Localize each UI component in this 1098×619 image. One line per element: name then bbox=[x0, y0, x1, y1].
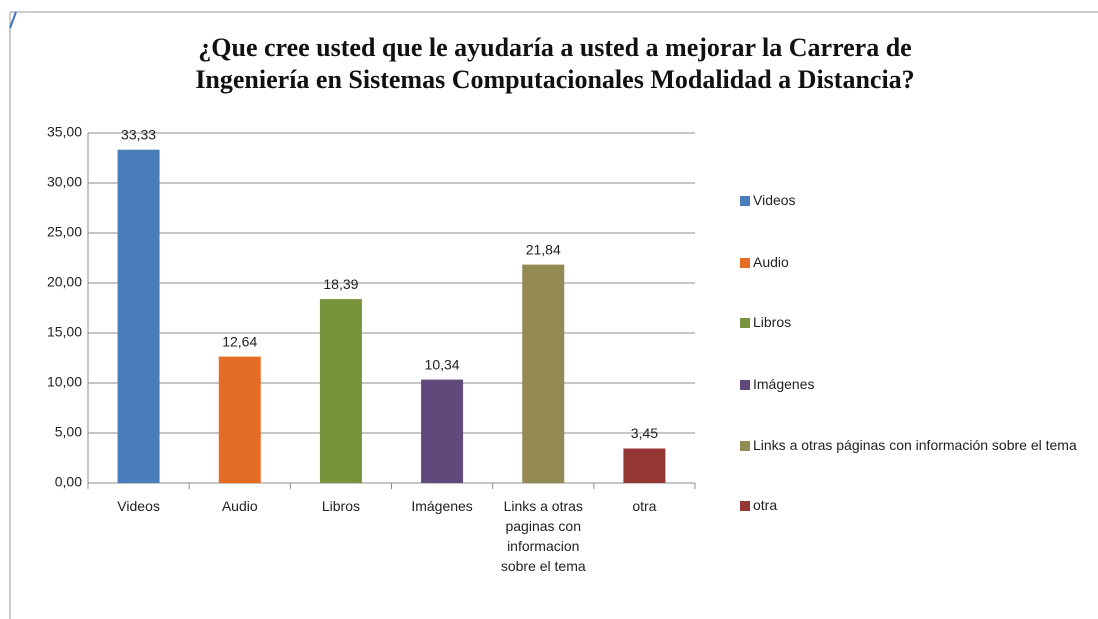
legend-label: otra bbox=[753, 497, 777, 513]
x-tick-label: Links a otras paginas con informacion sobre… bbox=[501, 498, 586, 574]
legend-label: Imágenes bbox=[753, 376, 814, 392]
value-label: 10,34 bbox=[425, 356, 460, 372]
legend-label: Libros bbox=[753, 314, 791, 330]
y-tick-label: 30,00 bbox=[47, 174, 82, 190]
bar bbox=[421, 379, 464, 483]
bar bbox=[218, 356, 261, 483]
bar bbox=[117, 149, 160, 483]
y-tick-label: 25,00 bbox=[47, 224, 82, 240]
legend-swatch bbox=[740, 501, 750, 511]
value-label: 33,33 bbox=[121, 126, 156, 142]
x-tick-label: Imágenes bbox=[411, 498, 472, 514]
legend-swatch bbox=[740, 318, 750, 328]
x-tick-label: Audio bbox=[222, 498, 258, 514]
y-tick-label: 20,00 bbox=[47, 274, 82, 290]
bar bbox=[522, 264, 565, 483]
y-tick-label: 0,00 bbox=[55, 474, 82, 490]
legend-label: Audio bbox=[753, 254, 789, 270]
corner-mark bbox=[9, 11, 17, 29]
value-label: 12,64 bbox=[222, 333, 257, 349]
legend-label: Videos bbox=[753, 192, 796, 208]
bar bbox=[319, 299, 362, 483]
legend-swatch bbox=[740, 380, 750, 390]
value-label: 18,39 bbox=[323, 276, 358, 292]
value-label: 3,45 bbox=[631, 425, 658, 441]
bar bbox=[623, 448, 666, 483]
y-tick-label: 35,00 bbox=[47, 124, 82, 140]
value-label: 21,84 bbox=[526, 241, 561, 257]
y-tick-label: 10,00 bbox=[47, 374, 82, 390]
legend-swatch bbox=[740, 196, 750, 206]
x-tick-label: Libros bbox=[322, 498, 360, 514]
legend-swatch bbox=[740, 258, 750, 268]
y-tick-label: 5,00 bbox=[55, 424, 82, 440]
x-tick-label: Videos bbox=[117, 498, 160, 514]
chart-title: Ingeniería en Sistemas Computacionales M… bbox=[195, 65, 914, 94]
x-tick-label: otra bbox=[632, 498, 656, 514]
legend-swatch bbox=[740, 441, 750, 451]
legend-label: Links a otras páginas con información so… bbox=[753, 437, 1077, 453]
chart-title: ¿Que cree usted que le ayudaría a usted … bbox=[198, 33, 911, 62]
y-tick-label: 15,00 bbox=[47, 324, 82, 340]
